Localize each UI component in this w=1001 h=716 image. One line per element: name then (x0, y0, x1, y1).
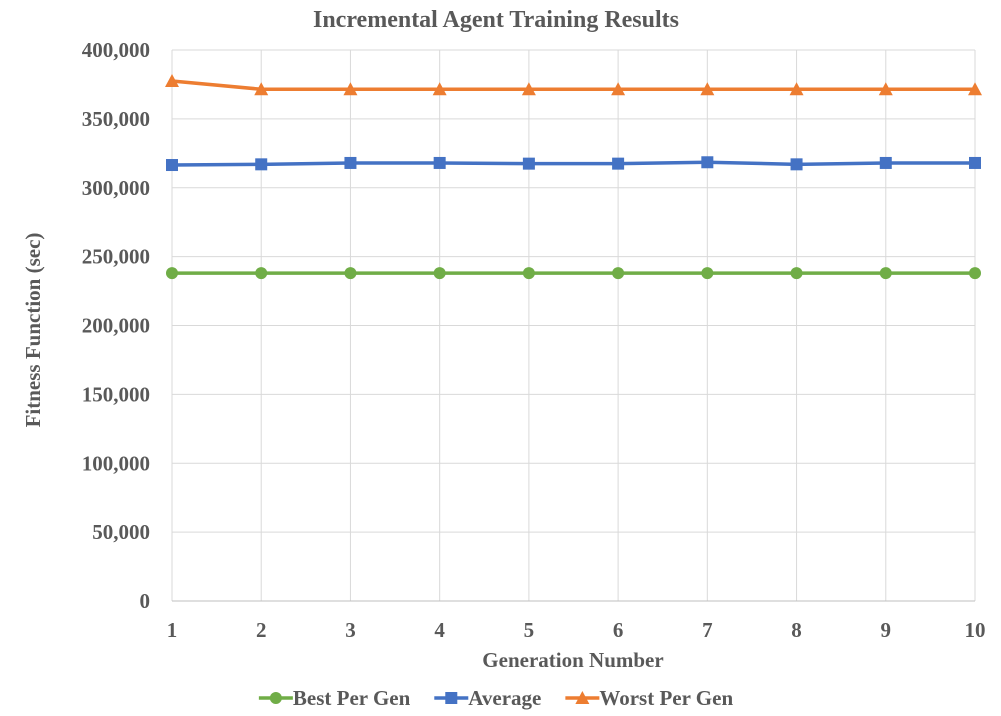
x-tick-label: 7 (702, 618, 713, 642)
y-tick-label: 0 (140, 589, 151, 613)
data-point-average (879, 156, 892, 169)
chart-title: Incremental Agent Training Results (313, 7, 679, 33)
series-line-average (171, 160, 975, 167)
data-point-best-per-gen (969, 267, 981, 280)
x-tick-label: 1 (167, 618, 178, 642)
legend: Best Per Gen Average Worst Per Gen (258, 686, 733, 710)
legend-marker (575, 691, 590, 704)
x-tick-label: 8 (791, 618, 802, 642)
data-point-worst-per-gen (968, 82, 982, 96)
series-layer (165, 73, 982, 280)
series-worst-per-gen (165, 73, 982, 96)
data-point-average (612, 157, 625, 170)
legend-label: Best Per Gen (293, 686, 411, 710)
data-point-average (969, 156, 981, 169)
data-point-best-per-gen (433, 267, 446, 280)
data-point-average (344, 156, 357, 169)
series-line-worst-per-gen (171, 79, 975, 92)
x-tick-label: 4 (434, 618, 445, 642)
data-point-worst-per-gen (521, 82, 536, 96)
legend-item-best-per-gen: Best Per Gen (258, 686, 411, 710)
y-tick-label: 300,000 (82, 176, 150, 200)
y-axis-ticks: 0 50,000 100,000 150,000 200,000 250,000 300,0… (82, 38, 150, 613)
data-point-worst-per-gen (789, 82, 804, 96)
data-point-worst-per-gen (878, 82, 893, 96)
series-average (166, 156, 981, 172)
y-tick-label: 100,000 (82, 451, 150, 475)
y-axis-title: Fitness Function (sec) (21, 233, 45, 428)
legend-label: Average (468, 686, 541, 710)
data-point-worst-per-gen (611, 82, 626, 96)
y-tick-label: 50,000 (92, 520, 150, 544)
data-point-best-per-gen (790, 267, 803, 280)
y-tick-label: 150,000 (82, 382, 150, 406)
y-tick-label: 250,000 (82, 245, 150, 269)
gridlines (171, 49, 976, 601)
data-point-average (522, 157, 535, 170)
legend-label: Worst Per Gen (599, 686, 733, 710)
data-point-average (701, 156, 714, 169)
data-point-worst-per-gen (700, 82, 715, 96)
x-tick-label: 10 (965, 618, 986, 642)
x-tick-label: 2 (256, 618, 267, 642)
x-tick-label: 9 (881, 618, 892, 642)
y-tick-label: 350,000 (82, 107, 150, 131)
data-point-worst-per-gen (254, 82, 269, 96)
legend-marker (269, 692, 282, 704)
data-point-best-per-gen (701, 267, 714, 280)
data-point-average (166, 159, 178, 172)
data-point-best-per-gen (879, 267, 892, 280)
data-point-worst-per-gen (432, 82, 447, 96)
legend-item-worst-per-gen: Worst Per Gen (565, 686, 733, 710)
data-point-best-per-gen (344, 267, 357, 280)
x-tick-label: 5 (524, 618, 535, 642)
x-tick-label: 3 (345, 618, 356, 642)
data-point-best-per-gen (255, 267, 268, 280)
y-tick-label: 400,000 (82, 38, 150, 62)
series-best-per-gen (166, 267, 981, 280)
data-point-worst-per-gen (343, 82, 358, 96)
data-point-best-per-gen (522, 267, 535, 280)
data-point-worst-per-gen (165, 73, 179, 87)
y-tick-label: 200,000 (82, 314, 150, 338)
data-point-average (790, 158, 803, 171)
data-point-average (433, 156, 446, 169)
x-tick-label: 6 (613, 618, 624, 642)
data-point-average (255, 158, 268, 171)
legend-item-average: Average (434, 686, 541, 710)
x-axis-ticks: 1 2 3 4 5 6 7 8 9 10 (167, 618, 986, 642)
x-axis-title: Generation Number (482, 648, 663, 672)
data-point-best-per-gen (166, 267, 178, 280)
data-point-best-per-gen (612, 267, 625, 280)
legend-marker (445, 692, 458, 704)
